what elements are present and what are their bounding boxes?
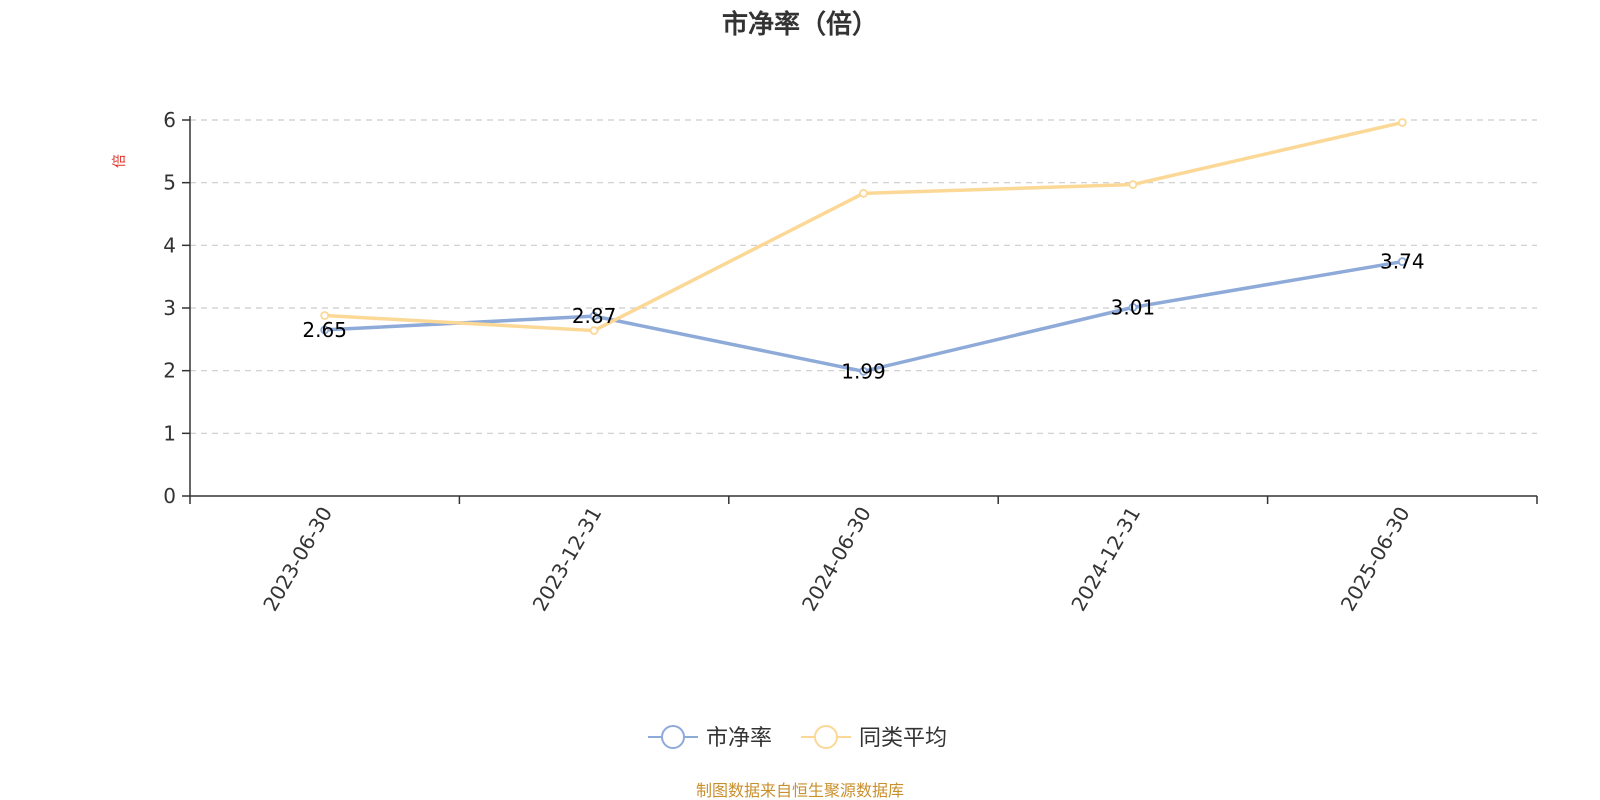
- legend-label: 市净率: [706, 726, 772, 751]
- legend-label: 同类平均: [859, 726, 947, 751]
- legend-item-1[interactable]: 同类平均: [801, 725, 947, 751]
- series-1-point[interactable]: [1128, 180, 1138, 189]
- legend-circle-icon: [814, 725, 838, 749]
- series-1-point[interactable]: [1397, 118, 1407, 127]
- source-note: 制图数据来自恒生聚源数据库: [696, 781, 904, 800]
- legend[interactable]: 市净率 同类平均: [648, 725, 947, 751]
- y-tick-label: 2: [163, 359, 176, 383]
- data-label: 3.01: [1111, 295, 1156, 319]
- series-1-point[interactable]: [320, 311, 330, 320]
- series-line-0: [324, 259, 1403, 374]
- series-1-point[interactable]: [589, 326, 599, 335]
- series-0-point[interactable]: [859, 366, 868, 376]
- series-1-point[interactable]: [859, 188, 868, 198]
- x-tick-label: 2024-12-31: [1066, 503, 1145, 616]
- x-tick-label: 2024-06-30: [797, 503, 876, 616]
- series-0-point[interactable]: [589, 311, 599, 321]
- y-tick-label: 3: [163, 296, 176, 320]
- legend-item-0[interactable]: 市净率: [648, 725, 772, 751]
- chart-title: 市净率（倍）: [722, 9, 878, 40]
- y-tick-label: 1: [163, 421, 176, 445]
- y-axis-unit: 倍: [112, 154, 128, 168]
- legend-circle-icon: [661, 725, 685, 749]
- data-labels: 2.65 2.87 1.99 3.01 3.74: [302, 250, 1424, 384]
- grid-lines: [190, 119, 1537, 434]
- y-tick-label: 4: [163, 233, 176, 257]
- series-0-point[interactable]: [320, 325, 330, 335]
- x-tick-label: 2023-06-30: [258, 503, 337, 616]
- x-tick-label: 2023-12-31: [528, 503, 607, 616]
- x-tick-label: 2025-06-30: [1336, 503, 1415, 616]
- y-tick-label: 5: [163, 171, 176, 195]
- data-label: 3.74: [1380, 250, 1425, 274]
- y-tick-label: 6: [163, 108, 176, 132]
- y-tick-label: 0: [163, 484, 176, 508]
- series-group: [320, 118, 1407, 376]
- series-0-point[interactable]: [1397, 257, 1407, 267]
- data-label: 2.87: [572, 304, 617, 328]
- series-line-1: [324, 120, 1403, 333]
- data-label: 2.65: [302, 318, 347, 342]
- data-label: 1.99: [841, 359, 886, 383]
- series-0-point[interactable]: [1128, 302, 1138, 312]
